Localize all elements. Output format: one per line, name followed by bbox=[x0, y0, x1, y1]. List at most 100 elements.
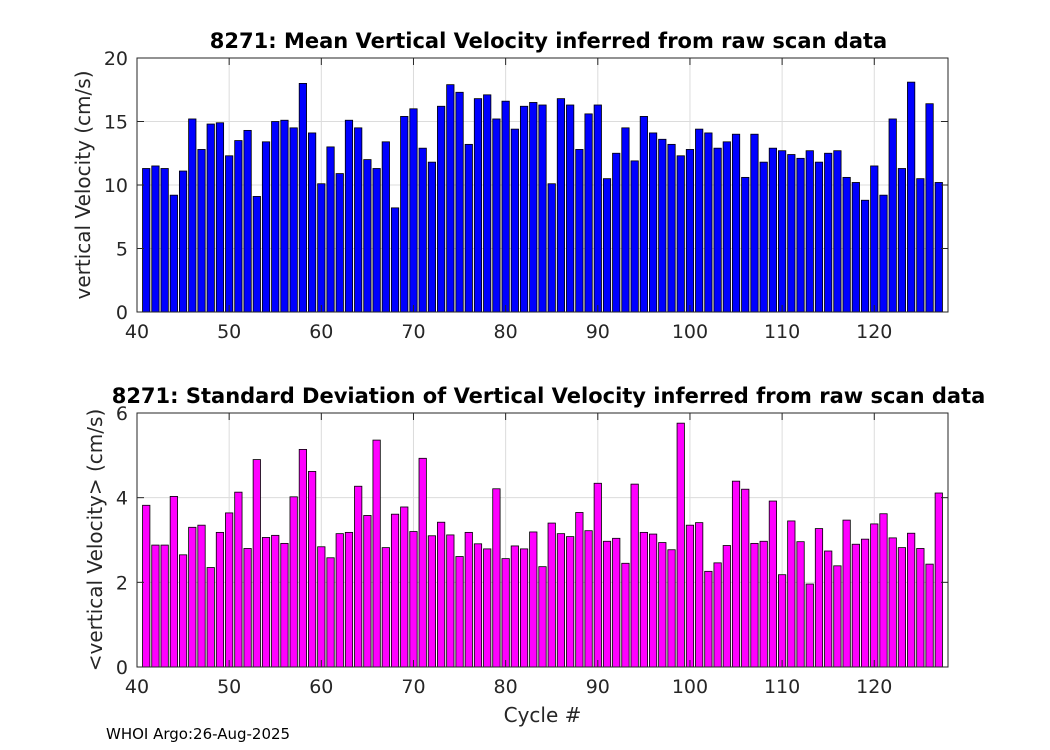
bar bbox=[870, 165, 879, 313]
bar bbox=[483, 548, 492, 668]
bar bbox=[851, 543, 860, 668]
bar bbox=[778, 574, 787, 668]
bar bbox=[833, 150, 842, 313]
bar bbox=[335, 173, 344, 313]
bar bbox=[888, 118, 897, 313]
bar bbox=[418, 457, 427, 668]
bar bbox=[298, 83, 307, 313]
bar bbox=[215, 122, 225, 313]
bar bbox=[344, 119, 354, 313]
bar bbox=[234, 140, 243, 313]
x-tick-label: 40 bbox=[125, 321, 149, 343]
bar bbox=[870, 523, 879, 668]
bar bbox=[584, 113, 593, 313]
y-tick-label: 15 bbox=[104, 112, 128, 134]
bar bbox=[547, 183, 556, 313]
bar bbox=[741, 176, 750, 313]
bar bbox=[326, 146, 335, 313]
bar bbox=[879, 194, 888, 313]
bar bbox=[243, 548, 252, 668]
bar bbox=[142, 504, 151, 668]
bar bbox=[427, 535, 436, 668]
bar bbox=[704, 570, 713, 668]
bar bbox=[667, 549, 676, 668]
bar bbox=[667, 143, 676, 313]
y-tick-label: 2 bbox=[116, 572, 128, 594]
bar bbox=[298, 449, 307, 668]
bar bbox=[529, 531, 538, 668]
bar bbox=[492, 118, 501, 313]
bar bbox=[750, 133, 759, 313]
bar bbox=[455, 556, 464, 668]
bar bbox=[529, 102, 538, 313]
bar bbox=[317, 546, 326, 668]
bar bbox=[824, 152, 833, 313]
bar bbox=[759, 540, 768, 668]
bar bbox=[409, 108, 418, 313]
bar bbox=[464, 143, 473, 313]
bar bbox=[197, 524, 206, 668]
bar bbox=[796, 157, 805, 313]
bar bbox=[280, 119, 289, 313]
x-tick-label: 60 bbox=[309, 321, 333, 343]
bar bbox=[805, 150, 814, 313]
bar bbox=[473, 98, 483, 313]
bar bbox=[602, 178, 612, 313]
x-tick-label: 110 bbox=[764, 676, 800, 698]
bar bbox=[621, 127, 630, 313]
bar bbox=[381, 141, 390, 313]
chart-title: 8271: Mean Vertical Velocity inferred fr… bbox=[210, 29, 887, 53]
x-tick-label: 80 bbox=[494, 321, 518, 343]
x-tick-label: 90 bbox=[586, 676, 610, 698]
bar bbox=[925, 563, 934, 668]
bar bbox=[473, 543, 483, 668]
bar bbox=[658, 542, 667, 668]
bar bbox=[685, 524, 695, 668]
bar bbox=[731, 133, 741, 313]
bar bbox=[630, 483, 639, 668]
bar bbox=[427, 161, 436, 313]
x-tick-label: 60 bbox=[309, 676, 333, 698]
bar bbox=[160, 168, 169, 313]
bar bbox=[178, 554, 188, 668]
bar bbox=[178, 170, 188, 313]
bar bbox=[612, 152, 621, 313]
bar bbox=[695, 522, 704, 668]
bar bbox=[409, 531, 418, 668]
bar bbox=[151, 165, 160, 313]
bar bbox=[787, 154, 796, 313]
bar bbox=[925, 103, 934, 313]
bar bbox=[372, 168, 381, 313]
bar bbox=[289, 496, 298, 668]
bar bbox=[768, 500, 777, 668]
bar bbox=[556, 533, 566, 668]
bar bbox=[704, 132, 713, 313]
bar bbox=[842, 519, 851, 668]
bar bbox=[252, 459, 261, 668]
bar bbox=[280, 542, 289, 668]
bar bbox=[308, 471, 317, 668]
bar bbox=[556, 98, 566, 313]
bar bbox=[225, 512, 234, 668]
y-axis-label: vertical Velocity (cm/s) bbox=[71, 71, 95, 300]
bar bbox=[538, 104, 547, 313]
bar bbox=[252, 196, 261, 313]
bar bbox=[658, 138, 667, 313]
bar bbox=[805, 583, 814, 668]
x-tick-label: 100 bbox=[672, 321, 708, 343]
bar bbox=[860, 199, 870, 313]
bar bbox=[566, 104, 575, 313]
bar bbox=[860, 538, 870, 668]
bar bbox=[639, 116, 648, 313]
x-tick-label: 40 bbox=[125, 676, 149, 698]
axes-frame bbox=[136, 412, 949, 668]
bar bbox=[151, 544, 160, 668]
bar bbox=[501, 558, 510, 668]
y-tick-label: 0 bbox=[116, 302, 128, 324]
bar bbox=[492, 488, 501, 668]
y-tick-label: 4 bbox=[116, 488, 128, 510]
bar bbox=[731, 480, 741, 668]
bar bbox=[225, 155, 234, 313]
x-axis-label: Cycle # bbox=[504, 703, 582, 727]
bar bbox=[510, 128, 519, 313]
